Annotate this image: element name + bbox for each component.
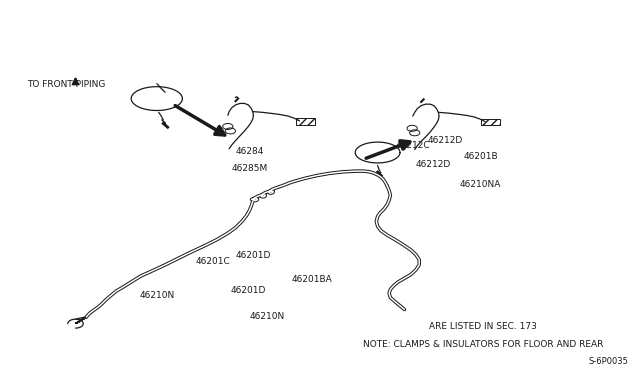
Text: NOTE: CLAMPS & INSULATORS FOR FLOOR AND REAR: NOTE: CLAMPS & INSULATORS FOR FLOOR AND … bbox=[363, 340, 604, 349]
Text: 46212C: 46212C bbox=[396, 141, 430, 150]
Text: 46284: 46284 bbox=[236, 147, 264, 156]
Text: 46201D: 46201D bbox=[230, 286, 266, 295]
Text: 46212D: 46212D bbox=[428, 136, 463, 145]
Text: ARE LISTED IN SEC. 173: ARE LISTED IN SEC. 173 bbox=[429, 322, 537, 331]
Text: 46285M: 46285M bbox=[232, 164, 268, 173]
Text: 46201C: 46201C bbox=[195, 257, 230, 266]
Text: S-6P0035: S-6P0035 bbox=[589, 357, 628, 366]
Text: TO FRONT PIPING: TO FRONT PIPING bbox=[27, 80, 105, 89]
Text: 46210N: 46210N bbox=[250, 312, 285, 321]
Text: 46212D: 46212D bbox=[416, 160, 451, 169]
Text: 46201BA: 46201BA bbox=[291, 275, 332, 284]
Bar bbox=[481, 119, 500, 125]
Bar bbox=[296, 118, 315, 125]
Text: 46210N: 46210N bbox=[140, 291, 175, 300]
Text: 46201B: 46201B bbox=[464, 153, 499, 161]
Text: 46201D: 46201D bbox=[236, 251, 271, 260]
Text: 46210NA: 46210NA bbox=[460, 180, 501, 189]
